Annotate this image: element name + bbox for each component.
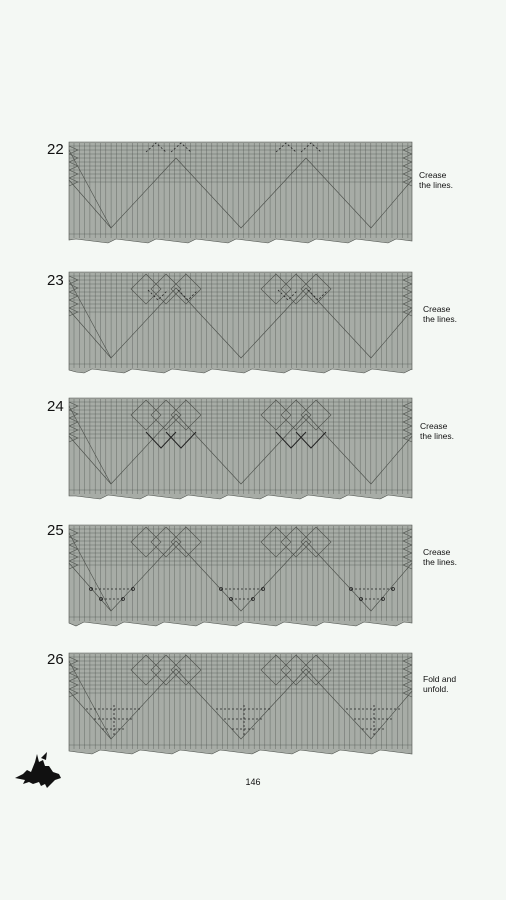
step-number: 26 (47, 651, 64, 668)
page-number: 146 (245, 777, 261, 787)
crease-pattern-diagram (68, 524, 413, 627)
crease-pattern-diagram (68, 141, 413, 244)
dragon-silhouette-icon (15, 752, 61, 788)
step-number: 25 (47, 522, 64, 539)
step-number: 23 (47, 272, 64, 289)
crease-pattern-diagram (68, 652, 413, 755)
step-number: 22 (47, 141, 64, 158)
step-caption: Crease the lines. (420, 421, 455, 441)
step-caption: Fold and unfold. (423, 674, 457, 694)
step-caption: Crease the lines. (423, 304, 458, 324)
step-number: 24 (47, 398, 64, 415)
step-caption: Crease the lines. (419, 170, 454, 190)
crease-pattern-diagram (68, 271, 413, 374)
step-caption: Crease the lines. (423, 547, 458, 567)
crease-pattern-diagram (68, 397, 413, 500)
